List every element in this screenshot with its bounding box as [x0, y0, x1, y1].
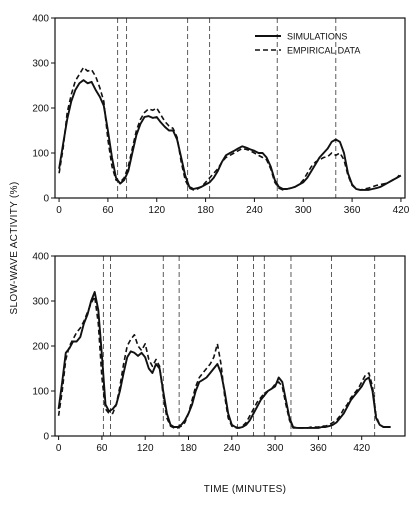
legend-label: EMPIRICAL DATA: [287, 46, 360, 56]
x-tick-label: 120: [148, 205, 165, 216]
x-tick-label: 120: [137, 443, 154, 454]
y-tick-label: 200: [32, 104, 49, 115]
series-empirical-line: [58, 66, 402, 191]
x-tick-label: 300: [267, 443, 284, 454]
legend-label: SIMULATIONS: [287, 32, 347, 42]
panel-2: 0 100 200 300 400 0 60 120 180 240 300 360 420: [32, 252, 406, 454]
x-tick-label: 420: [393, 205, 410, 216]
y-tick-label: 300: [32, 297, 49, 308]
x-tick-label: 180: [197, 205, 214, 216]
series-simulations-line: [57, 291, 391, 429]
y-tick-label: 400: [32, 14, 49, 25]
y-tick-label: 100: [32, 149, 49, 160]
series-simulations-line: [58, 79, 402, 191]
x-tick-label: 180: [180, 443, 197, 454]
y-tick-label: 400: [32, 252, 49, 263]
y-tick-label: 300: [32, 59, 49, 70]
panel-1: 0 100 200 300 400 0 60 120 180 240 300 360 420 SIMULA…: [32, 14, 409, 217]
x-tick-label: 240: [246, 205, 263, 216]
y-tick-label: 0: [43, 432, 49, 443]
y-tick-label: 0: [43, 194, 49, 205]
x-tick-label: 360: [310, 443, 327, 454]
x-tick-label: 300: [295, 205, 312, 216]
y-tick-label: 200: [32, 342, 49, 353]
series-empirical-line: [57, 295, 391, 429]
x-axis-title: TIME (MINUTES): [204, 484, 287, 495]
y-tick-label: 100: [32, 387, 49, 398]
y-axis-title: SLOW-WAVE ACTIVITY (%): [9, 182, 20, 315]
x-tick-label: 60: [96, 443, 108, 454]
x-tick-label: 420: [353, 443, 370, 454]
x-tick-label: 0: [56, 443, 62, 454]
x-tick-label: 360: [344, 205, 361, 216]
x-tick-label: 60: [102, 205, 114, 216]
x-tick-label: 0: [56, 205, 62, 216]
x-tick-label: 240: [223, 443, 240, 454]
